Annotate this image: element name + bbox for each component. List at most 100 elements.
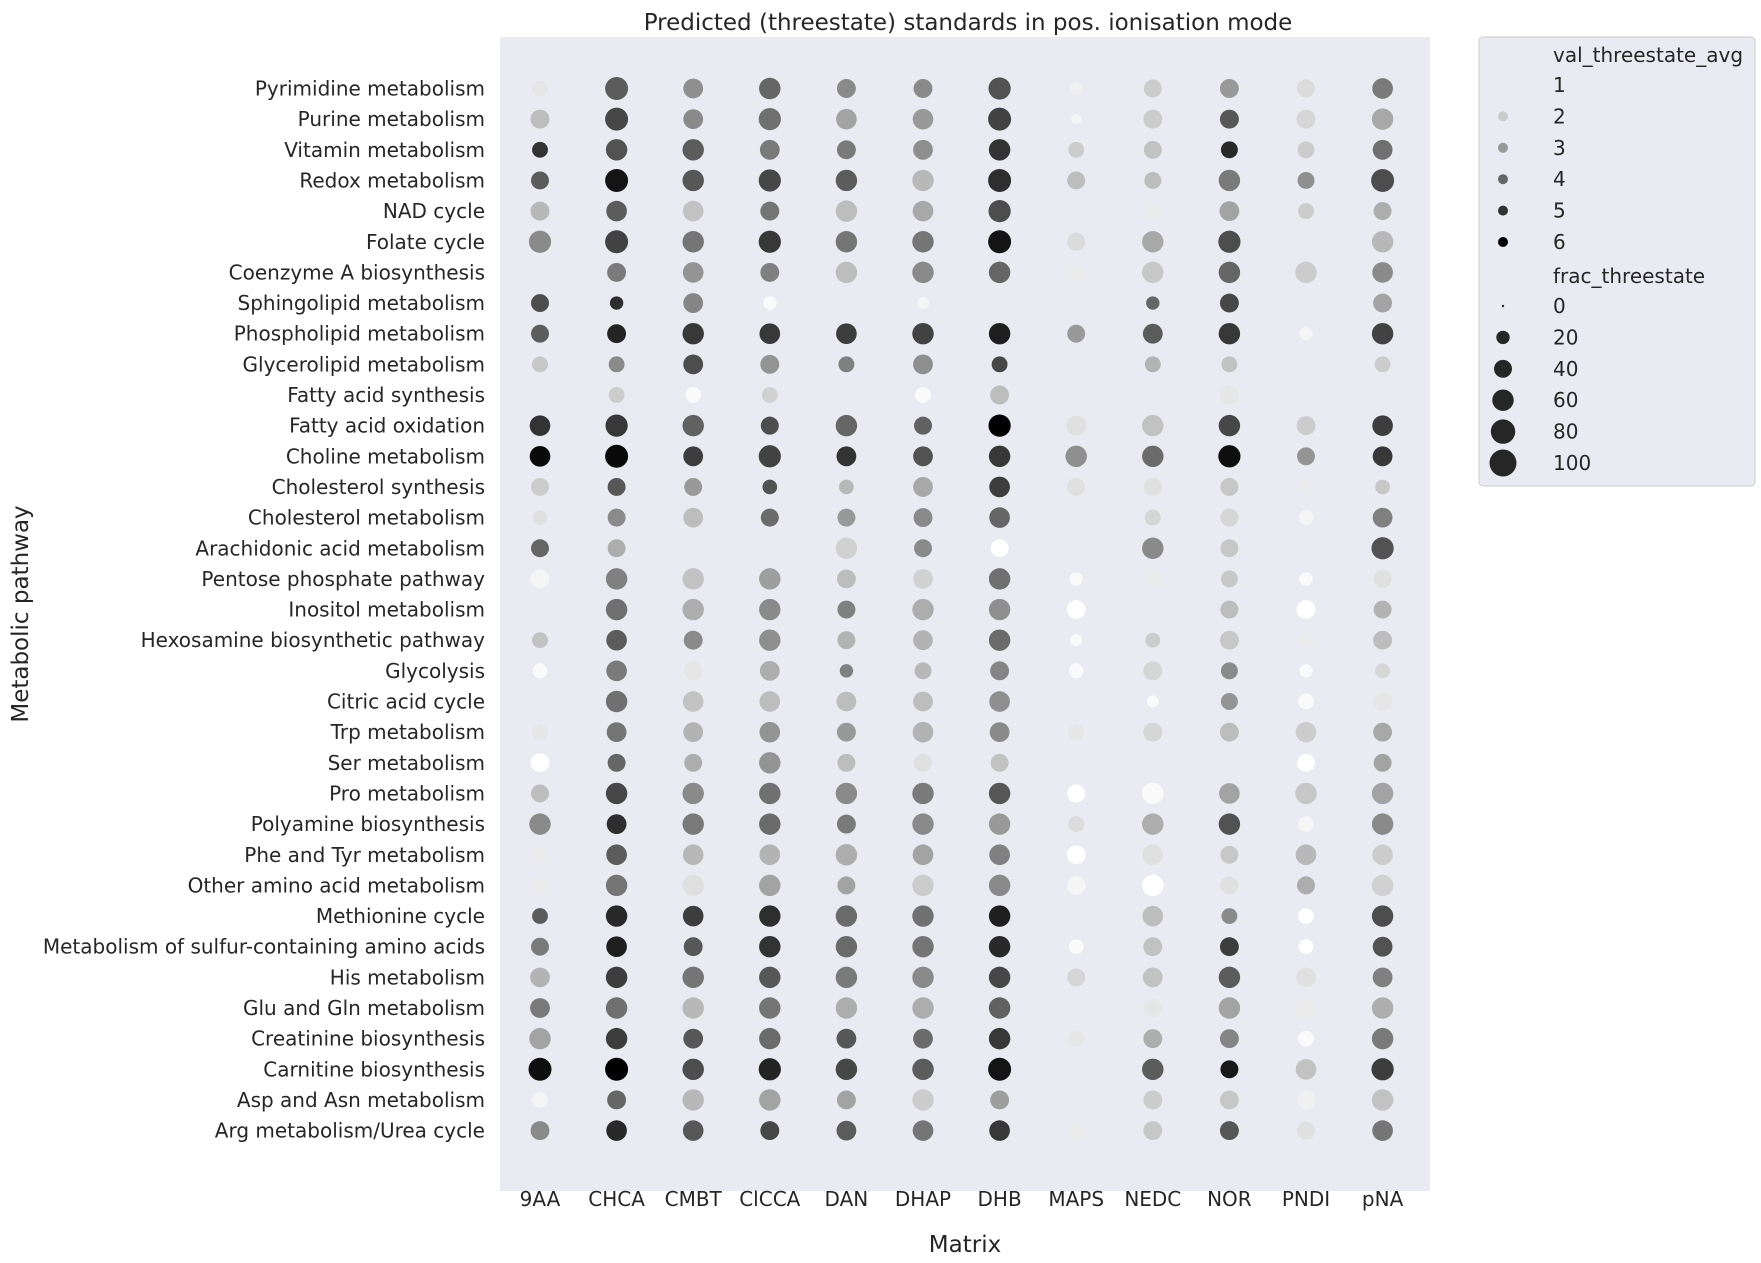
y-tick-label: Creatinine biosynthesis	[251, 1027, 485, 1051]
data-point	[988, 1057, 1012, 1081]
legend-color-label: 5	[1553, 199, 1566, 223]
data-point	[988, 168, 1012, 192]
y-tick-label: Asp and Asn metabolism	[237, 1088, 485, 1112]
data-point	[1068, 939, 1084, 955]
data-point	[760, 1121, 780, 1141]
data-point	[915, 387, 931, 403]
data-point	[1220, 539, 1239, 558]
y-tick-label: Pentose phosphate pathway	[201, 567, 485, 591]
data-point	[759, 813, 781, 835]
data-point	[913, 139, 933, 160]
data-point	[836, 1028, 857, 1049]
data-point	[1298, 632, 1314, 648]
data-point	[682, 139, 704, 161]
data-point	[530, 998, 550, 1018]
data-point	[1068, 264, 1085, 281]
data-point	[988, 874, 1011, 897]
y-tick-label: Hexosamine biosynthetic pathway	[141, 628, 486, 652]
data-point	[759, 935, 781, 958]
y-tick-label: Glu and Gln metabolism	[243, 996, 485, 1020]
data-point	[1296, 600, 1316, 620]
data-point	[989, 691, 1010, 712]
legend-size-swatch	[1494, 359, 1512, 378]
data-point	[1142, 445, 1164, 468]
data-point	[682, 691, 704, 712]
data-point	[605, 690, 628, 713]
x-tick-label: DHAP	[895, 1187, 951, 1211]
x-tick-labels: 9AA CHCA CMBT ClCCA DAN DHAP DHB MAPS NEDC NOR PND…	[520, 1187, 1404, 1211]
y-tick-label: Glycerolipid metabolism	[243, 352, 485, 376]
data-point	[1143, 79, 1162, 98]
data-point	[1373, 722, 1393, 742]
data-point	[988, 77, 1011, 100]
data-point	[759, 1027, 781, 1050]
data-point	[835, 997, 858, 1019]
legend-color-title: val_threestate_avg	[1553, 43, 1743, 67]
data-point	[912, 905, 934, 927]
data-point	[684, 753, 703, 772]
data-point	[1219, 293, 1239, 313]
data-point	[1220, 600, 1239, 619]
data-point	[912, 721, 934, 743]
data-point	[759, 844, 781, 866]
legend-size-label: 100	[1553, 451, 1591, 475]
data-point	[682, 997, 704, 1019]
data-point	[835, 966, 858, 989]
data-point	[1371, 231, 1394, 253]
data-point	[1298, 479, 1314, 495]
y-tick-label: Polyamine biosynthesis	[251, 812, 485, 836]
y-tick-label: Citric acid cycle	[327, 690, 485, 714]
data-point	[1142, 967, 1163, 988]
data-points	[528, 77, 1395, 1141]
data-point	[1298, 510, 1314, 525]
data-point	[835, 261, 858, 284]
data-point	[990, 661, 1010, 681]
data-point	[606, 814, 627, 834]
data-point	[530, 109, 550, 129]
data-point	[683, 722, 704, 743]
data-point	[528, 230, 552, 253]
data-point	[759, 874, 781, 897]
legend-size-swatch	[1490, 419, 1516, 444]
data-point	[605, 139, 628, 161]
data-point	[532, 356, 548, 373]
data-point	[988, 139, 1011, 161]
x-axis-label: Matrix	[929, 1232, 1001, 1258]
data-point	[1295, 261, 1317, 284]
data-point	[531, 784, 549, 803]
data-point	[761, 387, 778, 403]
data-point	[1295, 844, 1317, 866]
data-point	[1218, 261, 1241, 284]
data-point	[606, 936, 627, 958]
x-tick-label: CMBT	[665, 1187, 723, 1211]
data-point	[1143, 477, 1162, 496]
data-point	[532, 632, 548, 649]
data-point	[988, 966, 1011, 989]
data-point	[1373, 202, 1392, 221]
data-point	[1219, 783, 1240, 804]
data-point	[835, 844, 858, 866]
data-point	[529, 1027, 551, 1050]
data-point	[913, 79, 933, 98]
data-point	[605, 568, 628, 590]
data-point	[606, 200, 627, 222]
data-point	[605, 905, 628, 927]
data-point	[990, 385, 1010, 405]
data-point	[988, 322, 1011, 345]
legend-size-swatch	[1492, 389, 1514, 411]
data-point	[607, 753, 626, 772]
data-point	[683, 293, 704, 313]
legend-size-label: 80	[1553, 420, 1578, 444]
data-point	[605, 874, 628, 897]
y-tick-label: Redox metabolism	[299, 168, 485, 192]
data-point	[683, 1028, 704, 1049]
data-point	[759, 691, 781, 712]
data-point	[1371, 168, 1395, 192]
legend-color-swatch	[1498, 205, 1508, 216]
data-point	[1143, 140, 1162, 159]
data-point	[1297, 79, 1315, 98]
data-point	[1372, 936, 1393, 957]
data-point	[605, 168, 629, 192]
data-point	[1220, 662, 1238, 680]
data-point	[682, 874, 704, 897]
